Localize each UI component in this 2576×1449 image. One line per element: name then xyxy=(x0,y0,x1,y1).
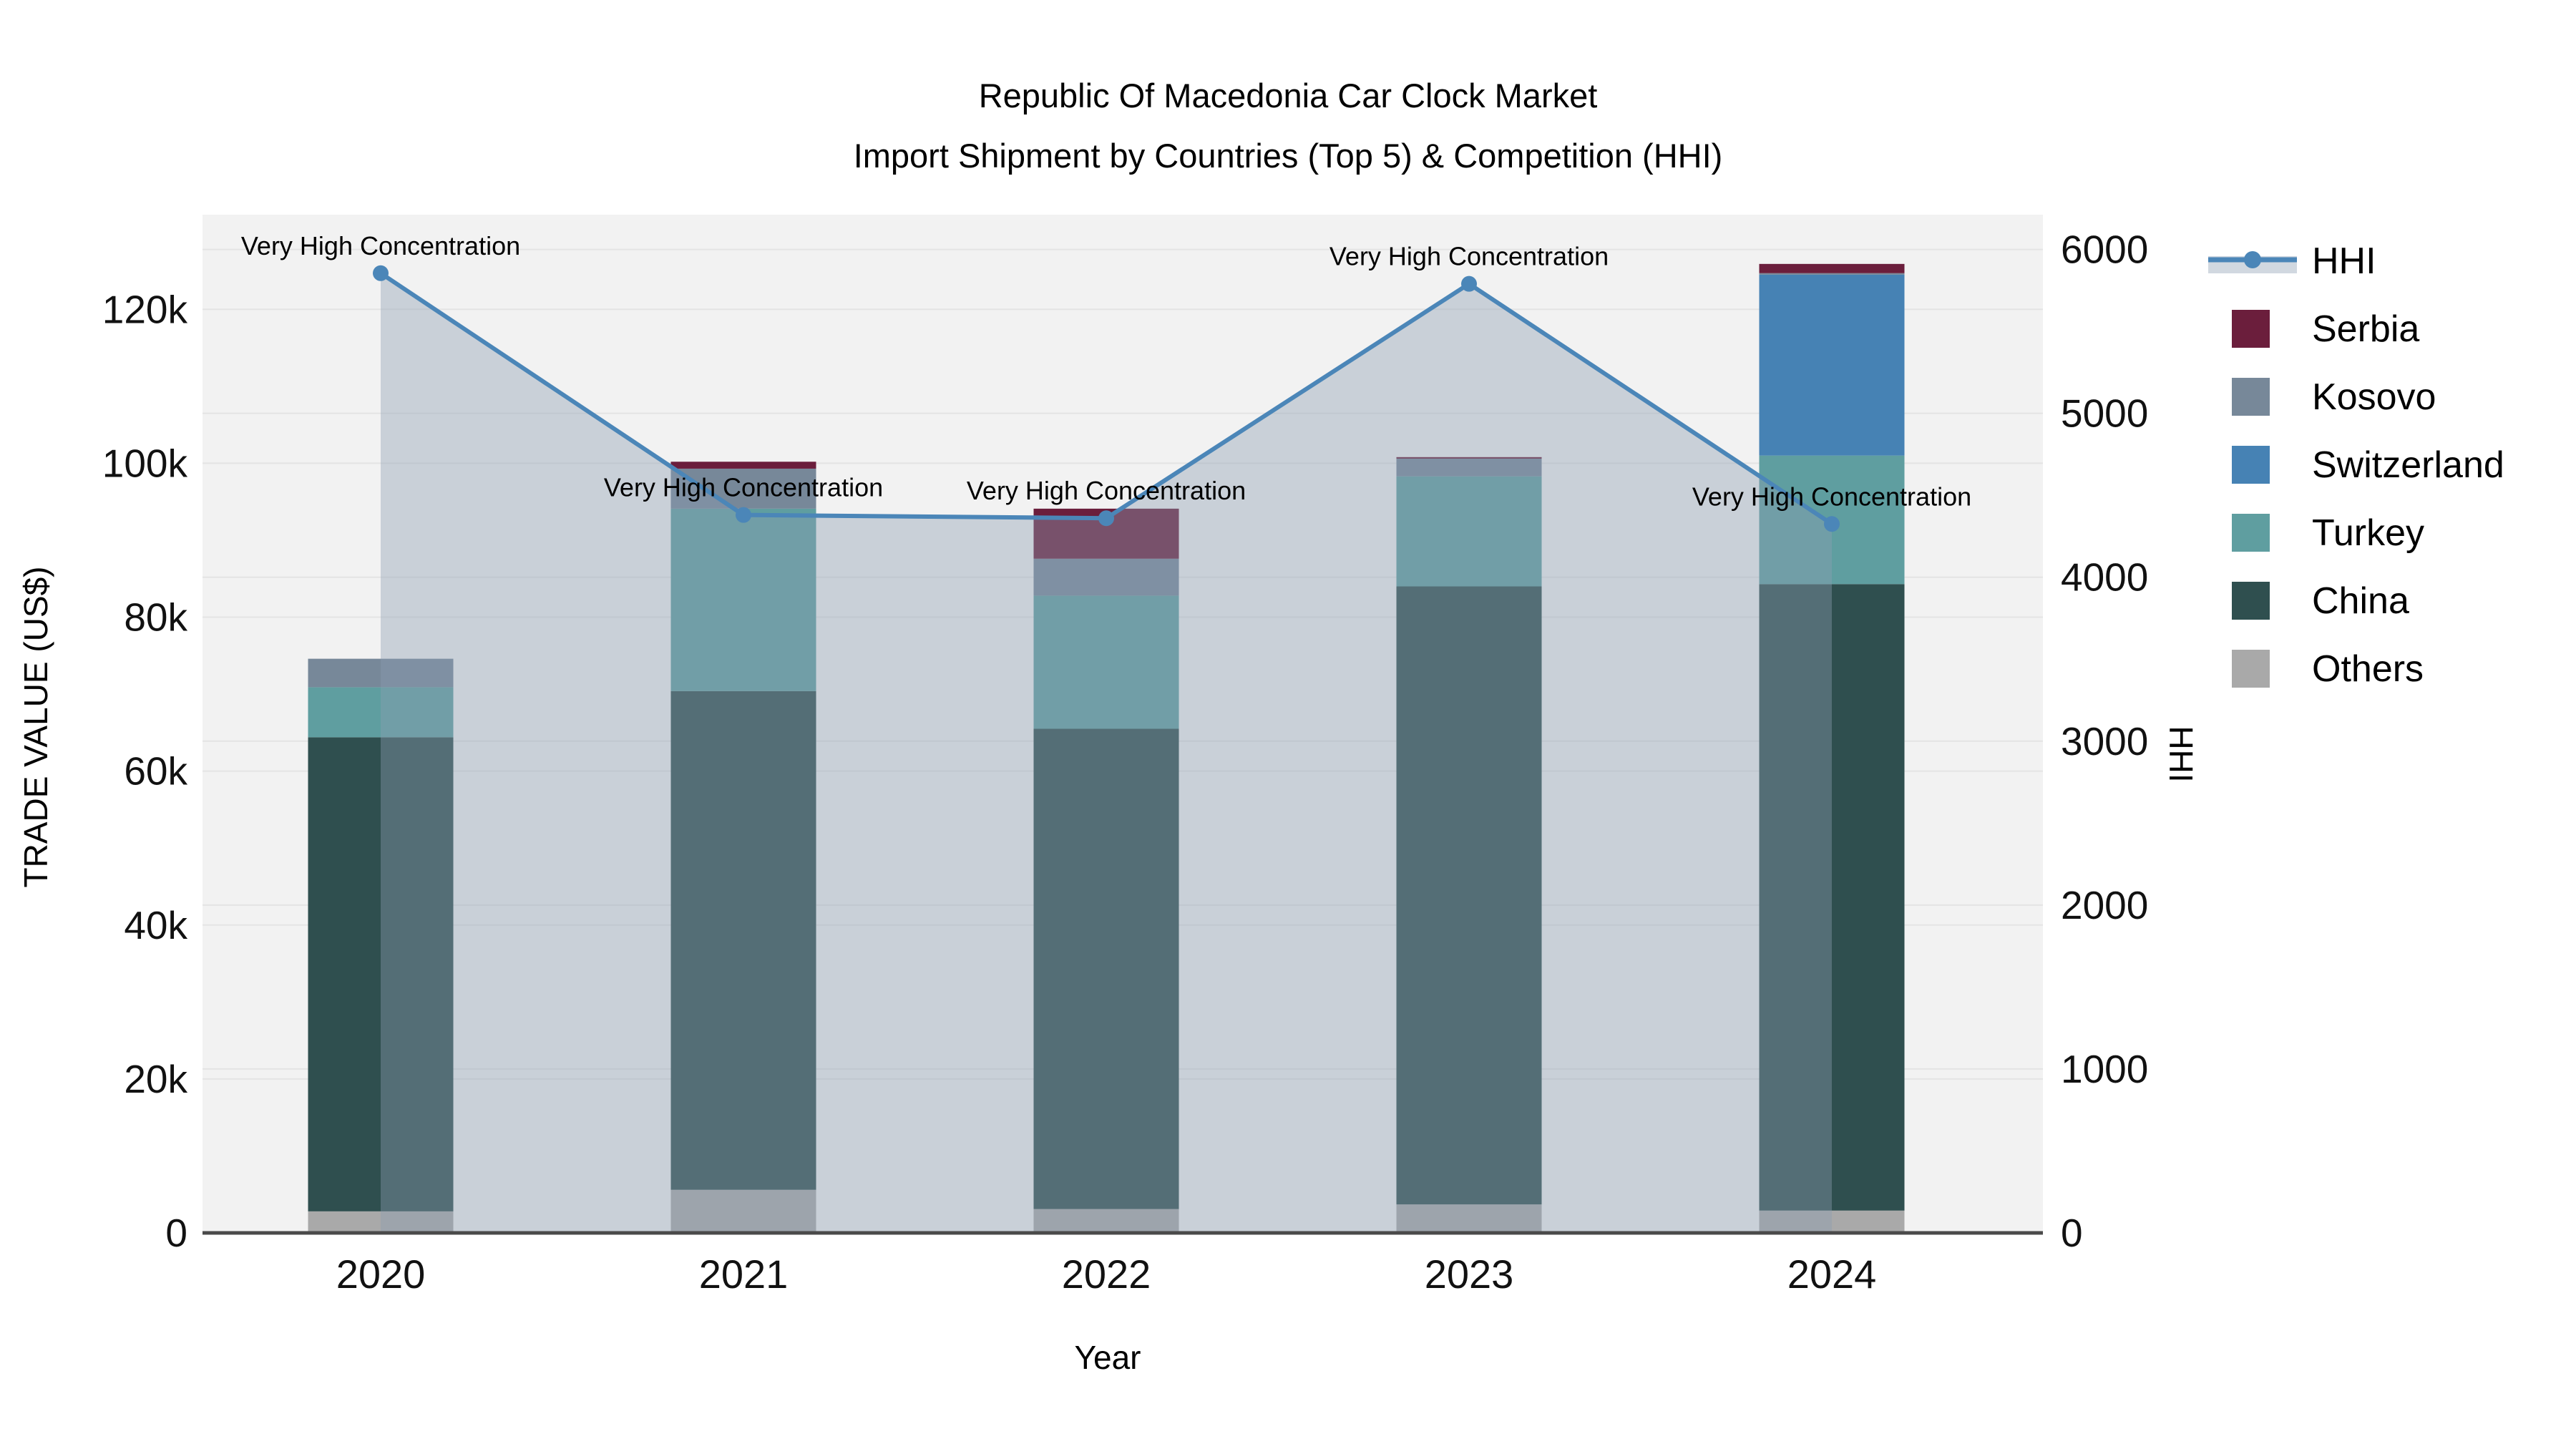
hhi-marker-2022[interactable] xyxy=(1098,510,1114,527)
legend-label: HHI xyxy=(2312,240,2376,282)
bar-segment-turkey-2023[interactable] xyxy=(1396,476,1542,587)
y-left-tick-label: 120k xyxy=(102,287,188,331)
x-tick-label: 2022 xyxy=(1062,1252,1151,1297)
annotation-2022: Very High Concentration xyxy=(967,476,1246,505)
hhi-marker-2021[interactable] xyxy=(736,507,751,523)
bar-segment-kosovo-2024[interactable] xyxy=(1759,273,1905,275)
y-left-tick-label: 80k xyxy=(124,595,187,640)
chart-title: Republic Of Macedonia Car Clock Market I… xyxy=(0,66,2576,186)
bar-segment-china-2020[interactable] xyxy=(308,737,454,1211)
legend-label: Others xyxy=(2312,648,2424,690)
bar-segment-turkey-2020[interactable] xyxy=(308,687,454,738)
x-tick-label: 2023 xyxy=(1425,1252,1514,1297)
legend-label: Turkey xyxy=(2312,512,2424,554)
y-right-tick-label: 0 xyxy=(2061,1211,2083,1255)
legend-item-switzerland[interactable]: Switzerland xyxy=(2207,431,2504,499)
annotation-2020: Very High Concentration xyxy=(241,231,520,260)
chart-title-line2: Import Shipment by Countries (Top 5) & C… xyxy=(853,137,1723,175)
bar-segment-serbia-2024[interactable] xyxy=(1759,263,1905,273)
swatch-square xyxy=(2232,310,2270,348)
legend-item-hhi[interactable]: HHI xyxy=(2207,227,2504,295)
bar-segment-china-2022[interactable] xyxy=(1033,728,1179,1209)
china-swatch xyxy=(2207,567,2312,635)
bar-segment-china-2024[interactable] xyxy=(1759,584,1905,1211)
y-left-tick-label: 100k xyxy=(102,441,188,485)
bar-segment-serbia-2021[interactable] xyxy=(670,462,816,469)
x-tick-label: 2020 xyxy=(336,1252,426,1297)
bar-segment-china-2021[interactable] xyxy=(670,691,816,1190)
y-right-tick-label: 2000 xyxy=(2061,883,2148,927)
others-swatch xyxy=(2207,635,2312,703)
legend-item-others[interactable]: Others xyxy=(2207,635,2504,703)
bar-segment-kosovo-2021[interactable] xyxy=(670,468,816,509)
swatch-square xyxy=(2232,650,2270,688)
legend-item-serbia[interactable]: Serbia xyxy=(2207,295,2504,363)
x-tick-label: 2024 xyxy=(1787,1252,1877,1297)
swatch-square xyxy=(2232,514,2270,552)
x-tick-label: 2021 xyxy=(699,1252,789,1297)
legend-item-china[interactable]: China xyxy=(2207,567,2504,635)
y-axis-title-left: TRADE VALUE (US$) xyxy=(17,566,54,888)
bar-segment-kosovo-2022[interactable] xyxy=(1033,558,1179,596)
bar-segment-others-2023[interactable] xyxy=(1396,1204,1542,1233)
bar-segment-turkey-2021[interactable] xyxy=(670,508,816,691)
annotation-2023: Very High Concentration xyxy=(1330,242,1609,271)
y-left-tick-label: 40k xyxy=(124,903,187,947)
swatch-square xyxy=(2232,378,2270,416)
bar-segment-others-2022[interactable] xyxy=(1033,1209,1179,1233)
legend-label: Switzerland xyxy=(2312,444,2504,486)
y-axis-title-right: HHI xyxy=(2162,726,2200,783)
bar-segment-kosovo-2023[interactable] xyxy=(1396,458,1542,477)
y-left-tick-label: 60k xyxy=(124,749,187,794)
bar-segment-others-2021[interactable] xyxy=(670,1189,816,1233)
swatch-square xyxy=(2232,446,2270,484)
y-left-tick-label: 0 xyxy=(165,1211,187,1255)
switzerland-swatch xyxy=(2207,431,2312,499)
y-right-tick-label: 4000 xyxy=(2061,555,2148,600)
serbia-swatch xyxy=(2207,295,2312,363)
hhi-marker-2024[interactable] xyxy=(1824,516,1840,532)
bar-segment-turkey-2022[interactable] xyxy=(1033,595,1179,729)
hhi-line-swatch xyxy=(2207,227,2312,295)
legend-item-kosovo[interactable]: Kosovo xyxy=(2207,363,2504,431)
bar-segment-serbia-2023[interactable] xyxy=(1396,457,1542,459)
chart-title-line1: Republic Of Macedonia Car Clock Market xyxy=(978,77,1598,114)
bar-segment-others-2020[interactable] xyxy=(308,1211,454,1233)
legend: HHI Serbia Kosovo Switzerland Turkey Chi… xyxy=(2207,227,2504,703)
x-axis-title: Year xyxy=(1074,1339,1141,1376)
turkey-swatch xyxy=(2207,499,2312,567)
kosovo-swatch xyxy=(2207,363,2312,431)
swatch-square xyxy=(2232,582,2270,620)
y-left-tick-label: 20k xyxy=(124,1057,187,1101)
annotation-2024: Very High Concentration xyxy=(1692,482,1971,511)
legend-label: China xyxy=(2312,580,2409,622)
hhi-marker-2023[interactable] xyxy=(1461,275,1477,292)
y-right-tick-label: 1000 xyxy=(2061,1047,2148,1091)
legend-label: Kosovo xyxy=(2312,376,2436,418)
y-right-tick-label: 3000 xyxy=(2061,719,2148,763)
bar-segment-others-2024[interactable] xyxy=(1759,1210,1905,1233)
hhi-area-fill xyxy=(381,273,1832,1234)
bar-segment-switzerland-2024[interactable] xyxy=(1759,274,1905,456)
y-right-tick-label: 5000 xyxy=(2061,391,2148,436)
legend-label: Serbia xyxy=(2312,308,2420,350)
annotation-2021: Very High Concentration xyxy=(604,473,883,502)
hhi-marker-2020[interactable] xyxy=(373,265,389,281)
bar-segment-china-2023[interactable] xyxy=(1396,586,1542,1205)
bar-segment-kosovo-2020[interactable] xyxy=(308,658,454,688)
y-right-tick-label: 6000 xyxy=(2061,228,2148,272)
legend-item-turkey[interactable]: Turkey xyxy=(2207,499,2504,567)
